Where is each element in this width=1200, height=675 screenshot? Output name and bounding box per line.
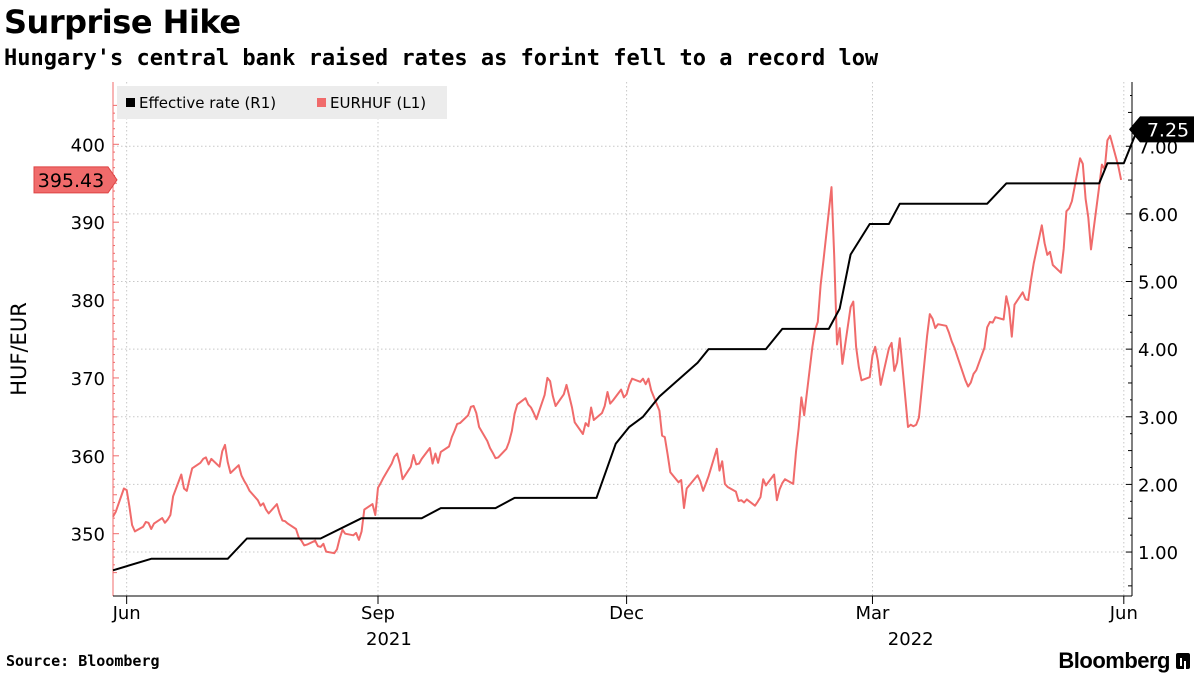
right-tick-label: 2.00	[1138, 475, 1178, 496]
legend-label: Effective rate (R1)	[139, 94, 276, 112]
right-tick-label: 6.00	[1138, 205, 1178, 226]
right-tick-label: 3.00	[1138, 408, 1178, 429]
x-year-label: 2022	[888, 629, 934, 650]
right-tick-label: 7.00	[1138, 137, 1178, 158]
left-tick-label: 360	[71, 447, 105, 468]
gridlines	[113, 82, 1132, 596]
left-tick-label: 380	[71, 291, 105, 312]
bloomberg-logo: Bloomberg	[1058, 648, 1190, 674]
chart-title: Surprise Hike	[4, 3, 241, 41]
legend: Effective rate (R1) EURHUF (L1)	[117, 86, 447, 119]
rate-last-value-tag	[1129, 116, 1194, 143]
series-lines	[112, 128, 1139, 572]
legend-swatch	[317, 98, 326, 107]
left-tick-label: 400	[71, 135, 105, 156]
bloomberg-terminal-icon	[1176, 653, 1190, 669]
left-tick-label: 350	[71, 525, 105, 546]
left-axis-title: HUF/EUR	[7, 302, 31, 396]
right-tick-label: 5.00	[1138, 273, 1178, 294]
eurhuf-last-value: 395.43	[38, 170, 104, 192]
eurhuf-last-value-tag	[33, 166, 118, 194]
x-tick-label: Jun	[112, 603, 141, 624]
x-tick-label: Sep	[361, 603, 395, 624]
chart-subtitle: Hungary's central bank raised rates as f…	[4, 46, 879, 71]
legend-swatch	[126, 98, 135, 107]
right-tick-label: 4.00	[1138, 340, 1178, 361]
value-labels: 395.43 7.25	[33, 116, 1194, 194]
left-tick-label: 390	[71, 213, 105, 234]
rate-last-value: 7.25	[1147, 119, 1189, 141]
x-tick-label: Dec	[609, 603, 644, 624]
axes: 350 360 370 380 390 400 HUF/EUR 1.00 2.00 3.00 4.0…	[7, 82, 1178, 650]
x-tick-label: Jun	[1109, 603, 1138, 624]
right-tick-label: 1.00	[1138, 543, 1178, 564]
left-tick-label: 370	[71, 369, 105, 390]
legend-label: EURHUF (L1)	[330, 94, 426, 112]
x-tick-label: Mar	[855, 603, 890, 624]
brand-text: Bloomberg	[1058, 648, 1170, 673]
legend-box	[117, 86, 447, 119]
eurhuf-line	[112, 134, 1123, 555]
x-year-label: 2021	[366, 629, 412, 650]
source-note: Source: Bloomberg	[6, 652, 160, 670]
effective-rate-line	[112, 128, 1139, 572]
